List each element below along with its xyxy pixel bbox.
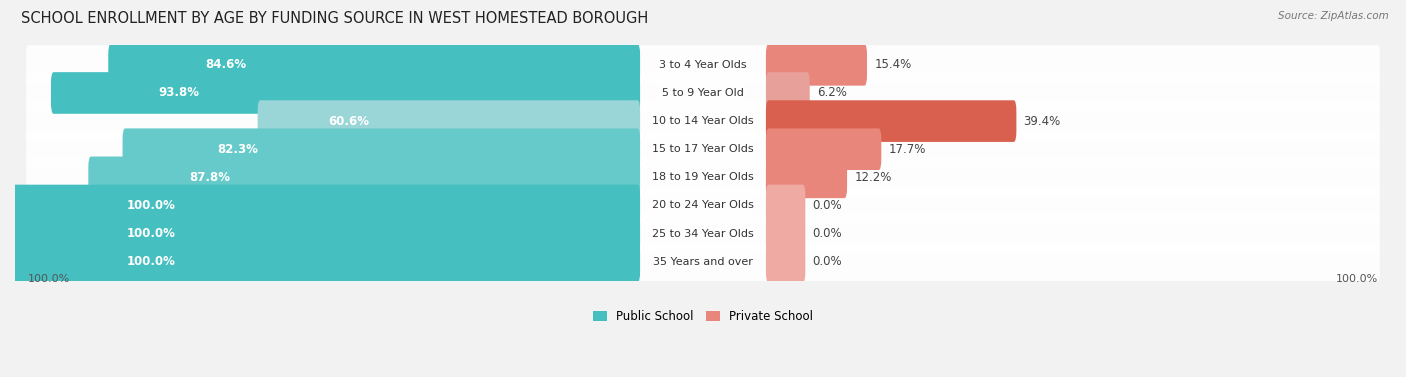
Text: 5 to 9 Year Old: 5 to 9 Year Old bbox=[662, 88, 744, 98]
Text: 100.0%: 100.0% bbox=[28, 274, 70, 284]
Text: 87.8%: 87.8% bbox=[190, 171, 231, 184]
Text: 18 to 19 Year Olds: 18 to 19 Year Olds bbox=[652, 172, 754, 182]
Text: 0.0%: 0.0% bbox=[813, 199, 842, 212]
FancyBboxPatch shape bbox=[27, 101, 1379, 141]
FancyBboxPatch shape bbox=[766, 213, 806, 254]
FancyBboxPatch shape bbox=[13, 185, 640, 226]
Text: 3 to 4 Year Olds: 3 to 4 Year Olds bbox=[659, 60, 747, 70]
FancyBboxPatch shape bbox=[766, 44, 868, 86]
Text: 84.6%: 84.6% bbox=[205, 58, 247, 71]
FancyBboxPatch shape bbox=[257, 100, 640, 142]
Text: 82.3%: 82.3% bbox=[218, 143, 259, 156]
Text: 60.6%: 60.6% bbox=[328, 115, 370, 127]
FancyBboxPatch shape bbox=[108, 44, 640, 86]
FancyBboxPatch shape bbox=[122, 129, 640, 170]
FancyBboxPatch shape bbox=[27, 45, 1379, 84]
FancyBboxPatch shape bbox=[89, 156, 640, 198]
FancyBboxPatch shape bbox=[13, 213, 640, 254]
Text: 100.0%: 100.0% bbox=[127, 255, 176, 268]
Text: Source: ZipAtlas.com: Source: ZipAtlas.com bbox=[1278, 11, 1389, 21]
Text: 10 to 14 Year Olds: 10 to 14 Year Olds bbox=[652, 116, 754, 126]
Text: 39.4%: 39.4% bbox=[1024, 115, 1062, 127]
FancyBboxPatch shape bbox=[27, 158, 1379, 197]
Text: 100.0%: 100.0% bbox=[127, 227, 176, 240]
FancyBboxPatch shape bbox=[27, 186, 1379, 225]
Text: 12.2%: 12.2% bbox=[855, 171, 891, 184]
FancyBboxPatch shape bbox=[766, 129, 882, 170]
Text: 15.4%: 15.4% bbox=[875, 58, 911, 71]
Text: 100.0%: 100.0% bbox=[1336, 274, 1378, 284]
Text: 0.0%: 0.0% bbox=[813, 255, 842, 268]
Text: 15 to 17 Year Olds: 15 to 17 Year Olds bbox=[652, 144, 754, 154]
Text: 25 to 34 Year Olds: 25 to 34 Year Olds bbox=[652, 228, 754, 239]
FancyBboxPatch shape bbox=[766, 241, 806, 282]
Text: 100.0%: 100.0% bbox=[127, 199, 176, 212]
FancyBboxPatch shape bbox=[27, 130, 1379, 169]
Text: SCHOOL ENROLLMENT BY AGE BY FUNDING SOURCE IN WEST HOMESTEAD BOROUGH: SCHOOL ENROLLMENT BY AGE BY FUNDING SOUR… bbox=[21, 11, 648, 26]
FancyBboxPatch shape bbox=[27, 214, 1379, 253]
FancyBboxPatch shape bbox=[27, 242, 1379, 281]
FancyBboxPatch shape bbox=[766, 185, 806, 226]
Text: 6.2%: 6.2% bbox=[817, 86, 846, 100]
FancyBboxPatch shape bbox=[766, 72, 810, 114]
Text: 20 to 24 Year Olds: 20 to 24 Year Olds bbox=[652, 201, 754, 210]
Text: 35 Years and over: 35 Years and over bbox=[652, 257, 754, 267]
FancyBboxPatch shape bbox=[27, 73, 1379, 113]
Text: 0.0%: 0.0% bbox=[813, 227, 842, 240]
Legend: Public School, Private School: Public School, Private School bbox=[588, 305, 818, 328]
FancyBboxPatch shape bbox=[51, 72, 640, 114]
FancyBboxPatch shape bbox=[13, 241, 640, 282]
FancyBboxPatch shape bbox=[766, 156, 846, 198]
Text: 93.8%: 93.8% bbox=[159, 86, 200, 100]
Text: 17.7%: 17.7% bbox=[889, 143, 927, 156]
FancyBboxPatch shape bbox=[766, 100, 1017, 142]
